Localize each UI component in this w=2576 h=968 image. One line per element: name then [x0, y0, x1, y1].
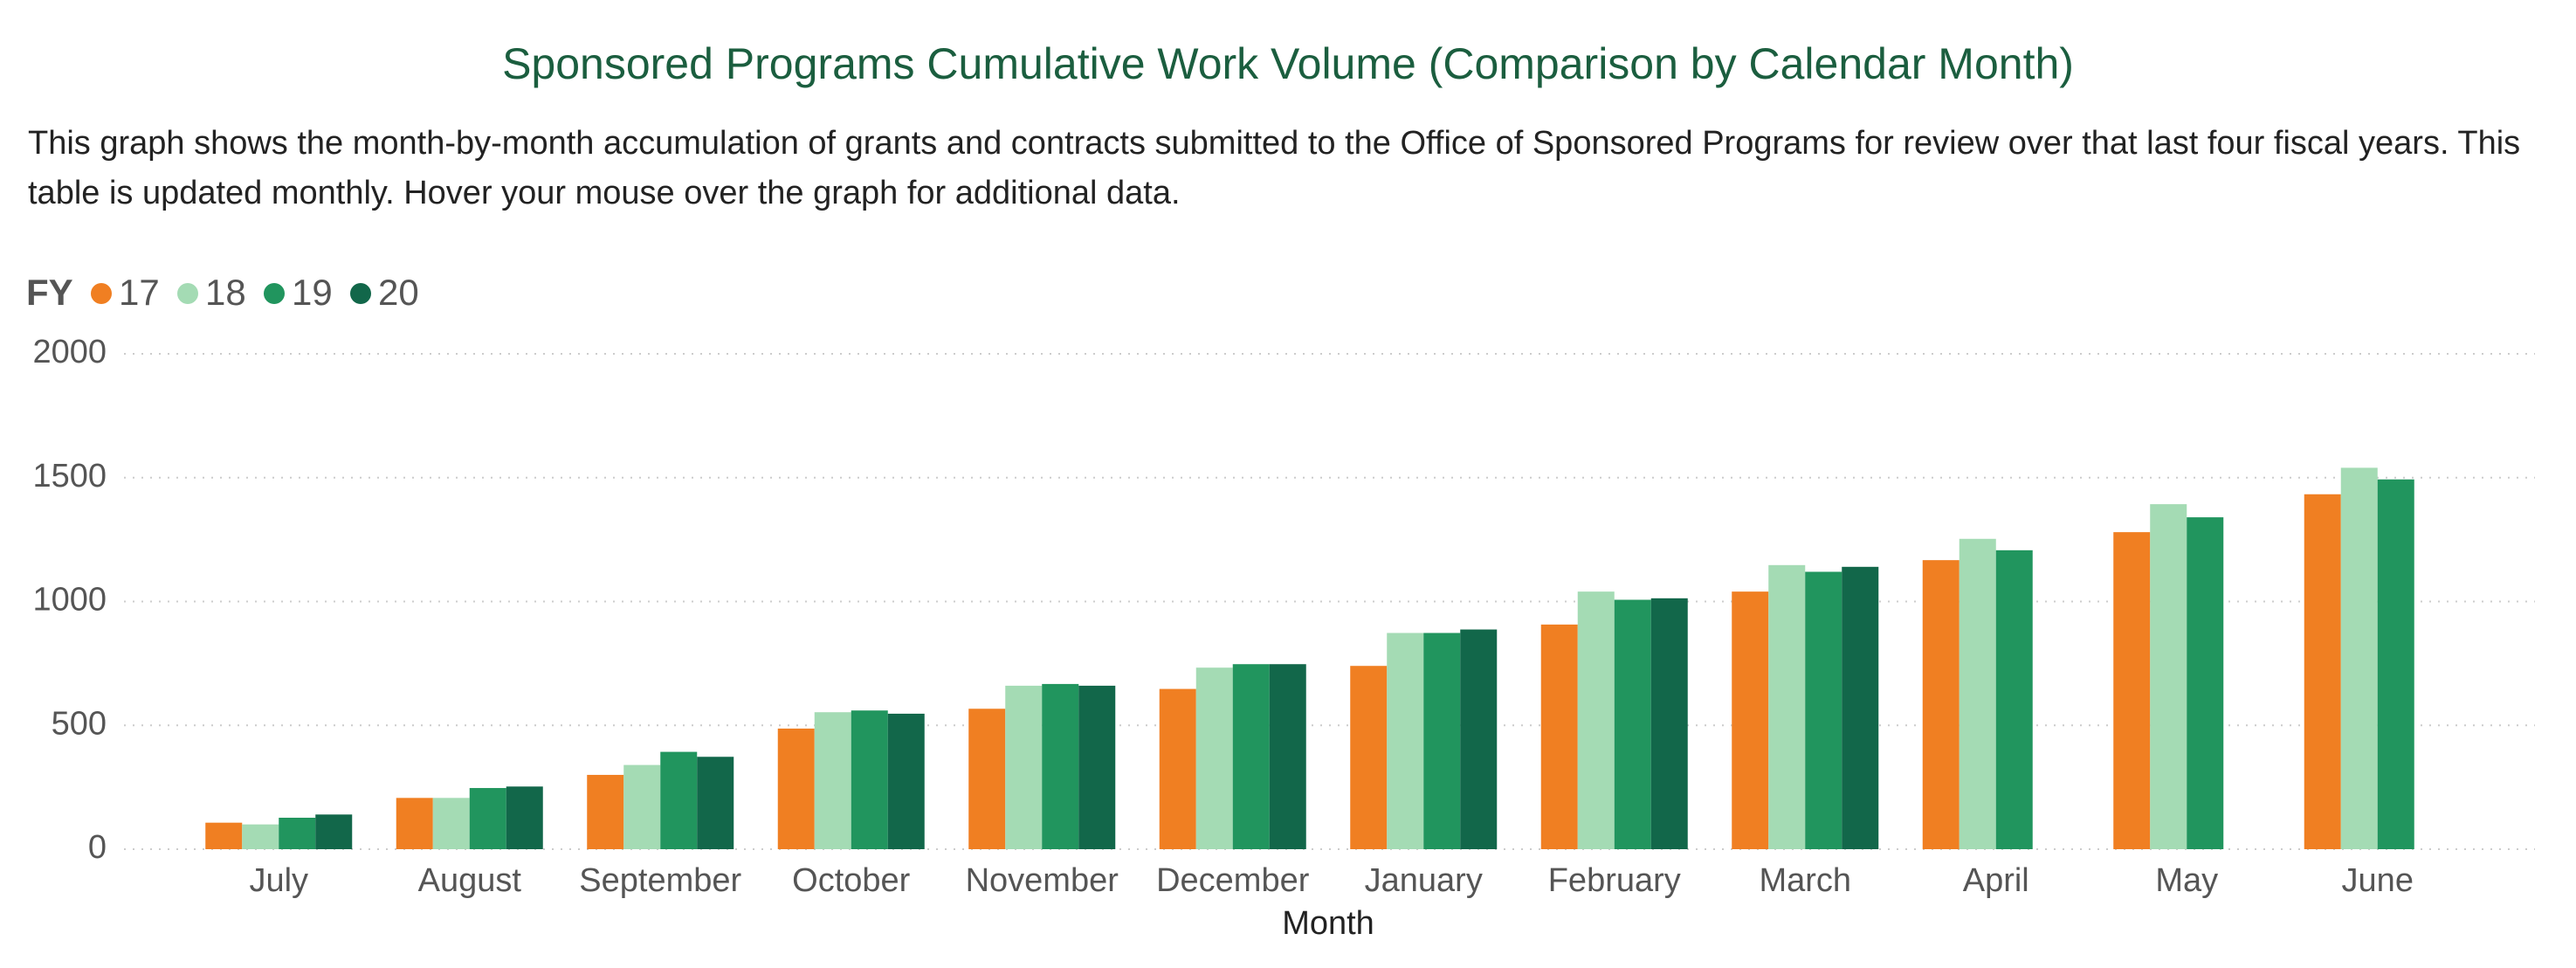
legend-marker — [264, 283, 285, 304]
x-axis-label: Month — [1282, 905, 1374, 942]
bar — [1959, 538, 1996, 849]
legend-marker — [91, 283, 112, 304]
bar — [1995, 550, 2033, 849]
bar — [1577, 591, 1615, 849]
bar — [1269, 664, 1306, 849]
bar — [1195, 667, 1233, 849]
bar — [1078, 685, 1116, 849]
bar — [1423, 633, 1461, 849]
legend-label: 20 — [378, 272, 419, 313]
legend-label: 18 — [205, 272, 246, 313]
bar — [2304, 494, 2341, 849]
bar — [968, 709, 1006, 849]
bar — [1350, 666, 1388, 849]
bar — [1805, 571, 1842, 849]
x-tick-label: December — [1156, 862, 1310, 899]
bar — [1768, 564, 1806, 849]
bar — [2113, 532, 2151, 849]
bar — [660, 751, 698, 849]
bar — [1922, 560, 1960, 849]
y-tick-label: 1500 — [32, 458, 107, 494]
x-tick-label: January — [1365, 862, 1483, 899]
bar — [242, 824, 279, 849]
bar — [1460, 629, 1498, 849]
bar — [814, 712, 851, 849]
x-tick-label: November — [966, 862, 1119, 899]
legend-title: FY — [26, 272, 73, 313]
bar — [279, 817, 316, 849]
bar — [1540, 624, 1578, 849]
x-tick-label: August — [418, 862, 522, 899]
bar — [469, 787, 506, 849]
bar — [1042, 683, 1079, 849]
x-tick-label: May — [2155, 862, 2218, 899]
legend-label: 19 — [292, 272, 333, 313]
chart-subtitle: This graph shows the month-by-month accu… — [28, 125, 2521, 211]
legend-label: 17 — [119, 272, 160, 313]
bar — [1159, 688, 1196, 849]
bar — [315, 814, 353, 849]
x-tick-label: September — [579, 862, 741, 899]
bar — [851, 710, 888, 849]
bar — [1732, 591, 1769, 849]
legend-marker — [177, 283, 198, 304]
y-tick-label: 2000 — [32, 334, 107, 370]
bar — [2150, 504, 2187, 849]
bar — [205, 822, 243, 849]
bar — [432, 798, 470, 849]
x-tick-label: October — [792, 862, 911, 899]
bar — [587, 774, 624, 849]
bar — [1842, 566, 1879, 849]
bar — [1005, 685, 1043, 849]
x-tick-label: July — [249, 862, 308, 899]
bar — [887, 713, 925, 849]
x-tick-label: February — [1548, 862, 1681, 899]
x-tick-label: March — [1759, 862, 1851, 899]
chart-title: Sponsored Programs Cumulative Work Volum… — [502, 39, 2074, 88]
y-tick-label: 0 — [88, 829, 107, 866]
x-tick-label: April — [1963, 862, 2029, 899]
bar — [1650, 598, 1688, 849]
y-tick-label: 500 — [52, 705, 107, 742]
bar — [1232, 664, 1270, 849]
bar — [2377, 479, 2414, 849]
bar — [2340, 467, 2378, 849]
bar — [623, 764, 661, 849]
bar — [396, 798, 433, 849]
bar — [1387, 633, 1424, 849]
bar — [777, 728, 815, 849]
bar — [697, 757, 734, 849]
bar — [1614, 599, 1651, 849]
legend-marker — [350, 283, 371, 304]
x-tick-label: June — [2342, 862, 2414, 899]
y-tick-label: 1000 — [32, 582, 107, 619]
bar — [506, 786, 543, 849]
bar — [2187, 517, 2224, 849]
